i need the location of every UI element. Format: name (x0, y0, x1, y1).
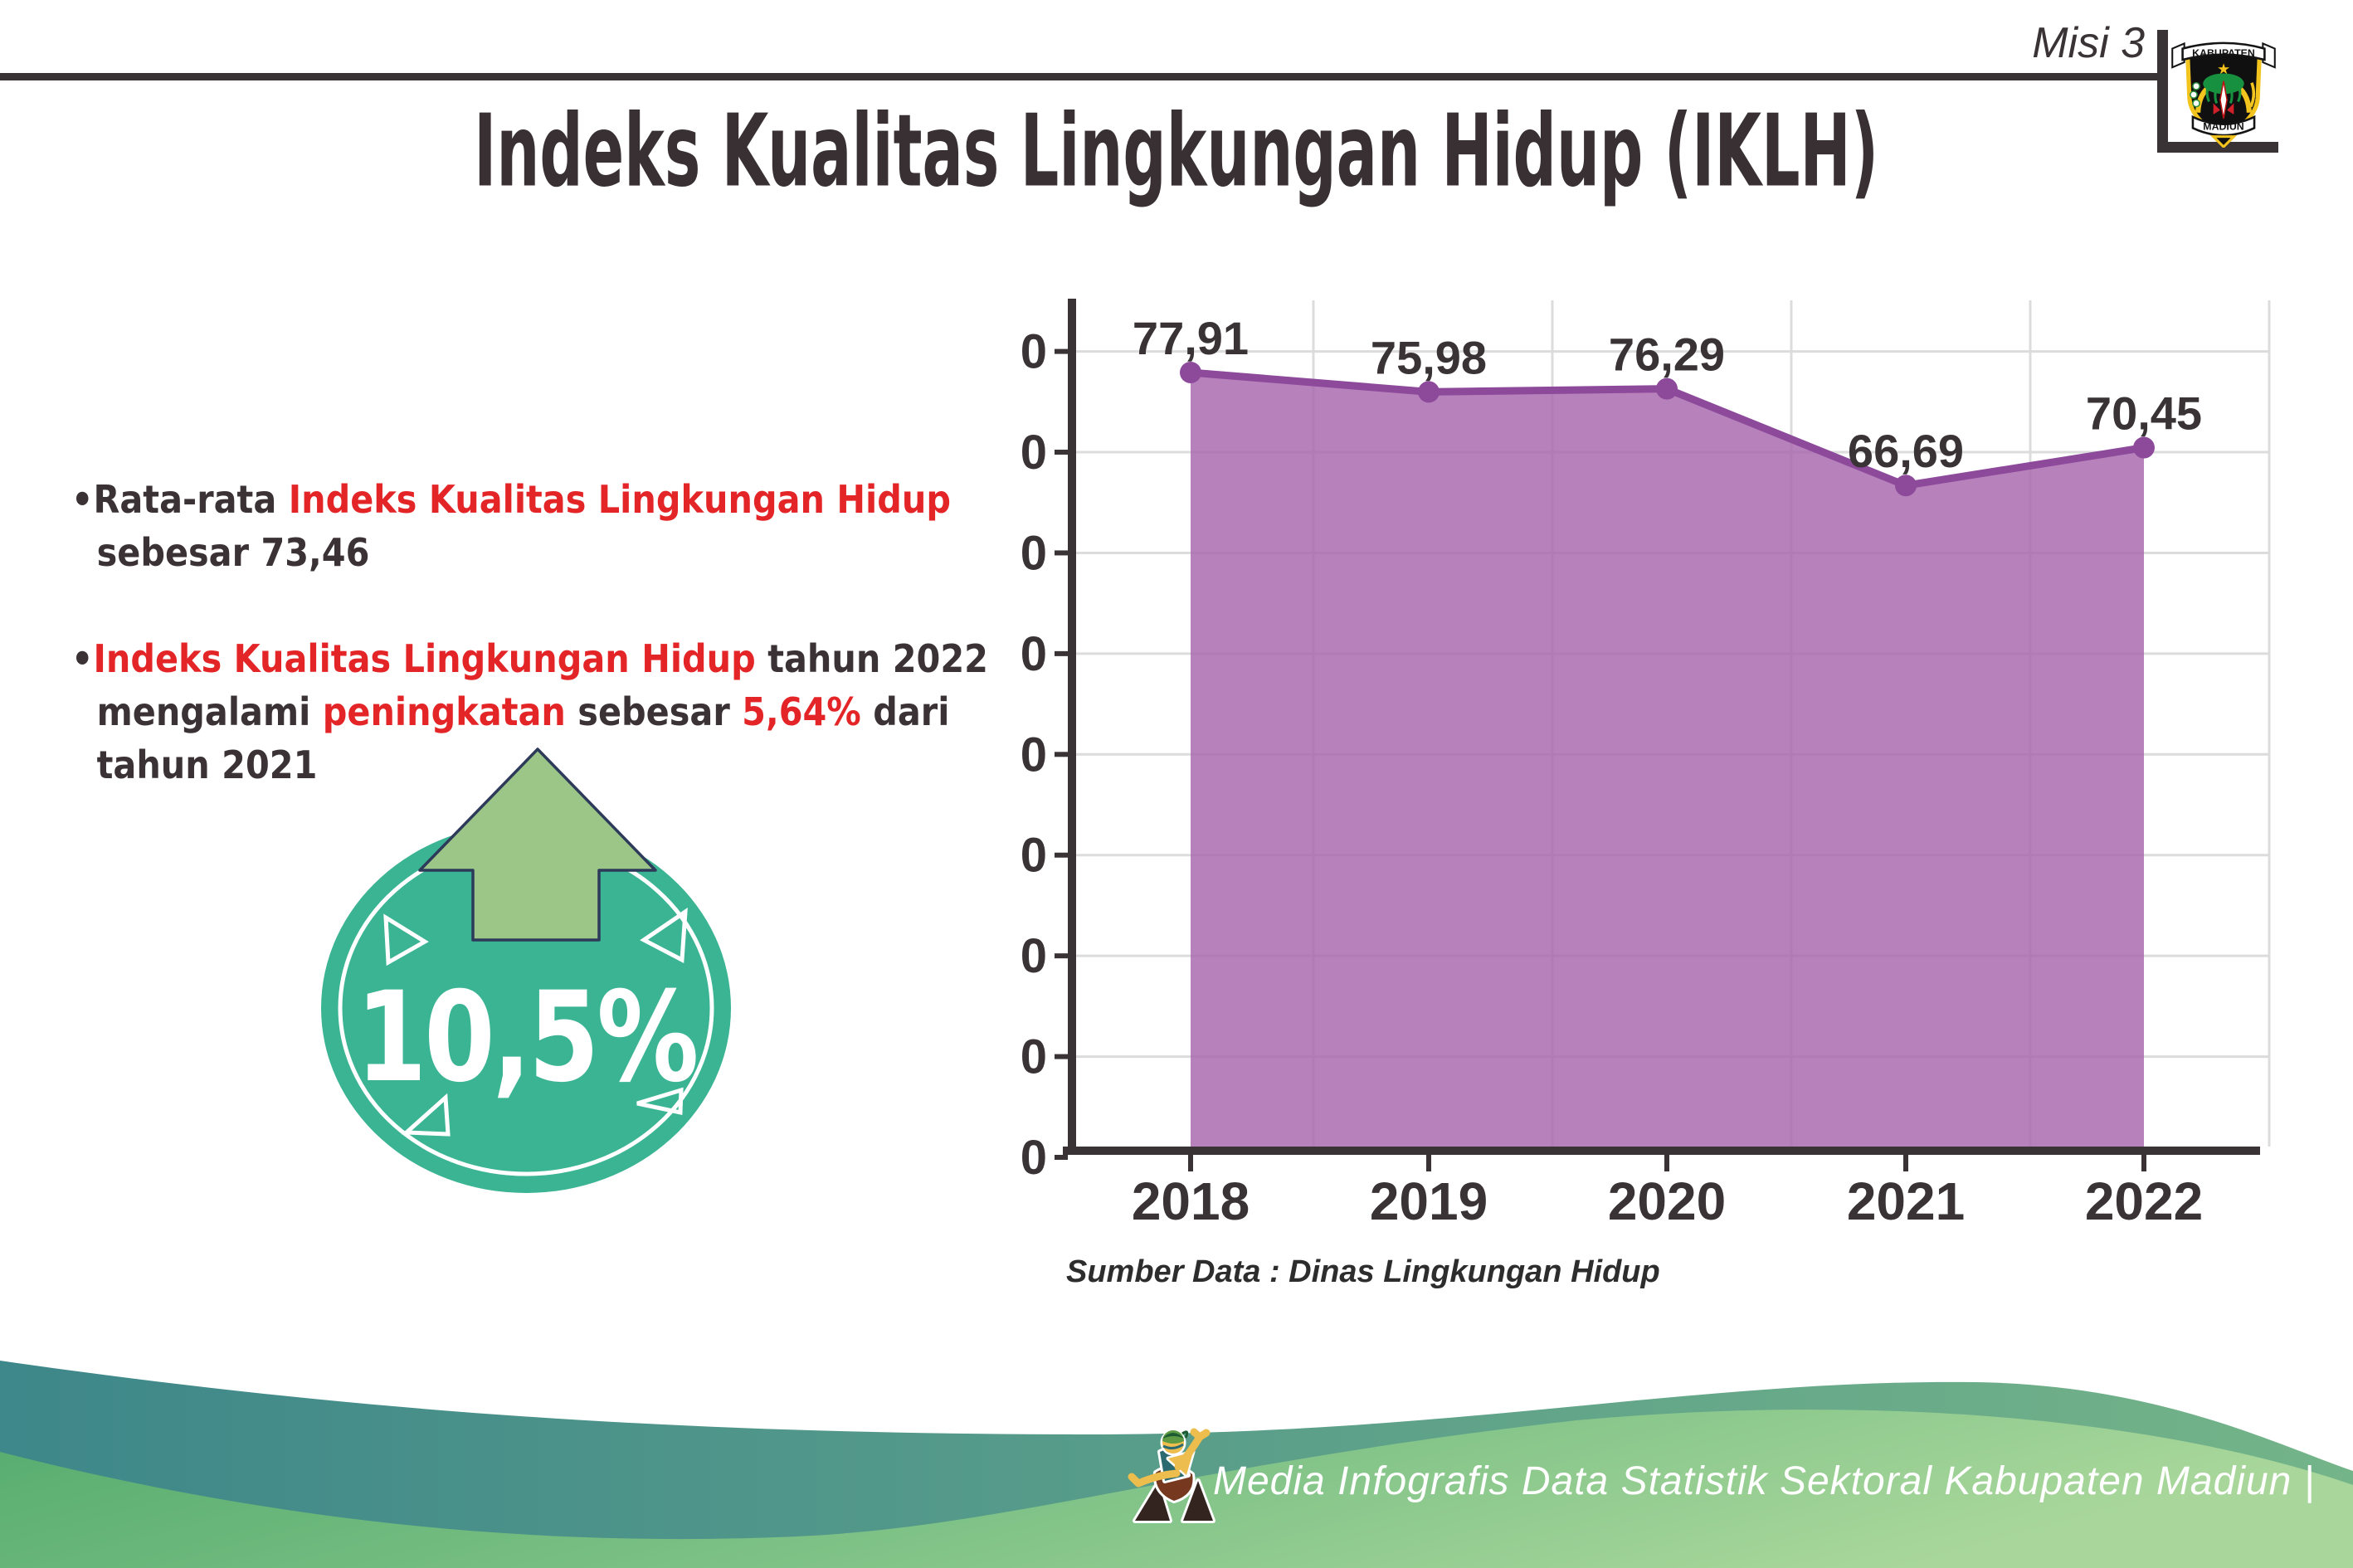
svg-text:75,98: 75,98 (1371, 331, 1487, 383)
svg-text:2019: 2019 (1370, 1171, 1488, 1231)
footer-wave (0, 1361, 2353, 1568)
svg-text:40: 40 (1021, 728, 1047, 782)
svg-text:2022: 2022 (2085, 1171, 2203, 1231)
svg-text:2021: 2021 (1847, 1171, 1965, 1231)
spark-triangle-icon (636, 1087, 684, 1116)
svg-text:66,69: 66,69 (1848, 425, 1964, 477)
svg-text:2018: 2018 (1132, 1171, 1250, 1231)
svg-text:77,91: 77,91 (1133, 312, 1249, 364)
svg-text:20: 20 (1021, 929, 1047, 983)
iklh-area-chart: 0 10 20 30 40 50 60 70 80 2018 2019 2020 2021 2022 77,… (1021, 299, 2271, 1289)
seal-star-icon: ★ (2218, 62, 2229, 76)
badge-circle (321, 823, 731, 1193)
kabupaten-madiun-seal-icon: KABUPATEN ★ MADIUN (2171, 41, 2276, 148)
spark-triangle-icon (383, 913, 429, 967)
badge-value: 10,5% (356, 966, 696, 1110)
svg-text:Sumber Data : Dinas Lingkungan: Sumber Data : Dinas Lingkungan Hidup (1066, 1254, 1660, 1289)
header-rule (0, 73, 2159, 80)
dancer-mascot-icon (1128, 1428, 1215, 1523)
seal-bottom-banner: MADIUN (2203, 120, 2243, 132)
growth-badge: 10,5% (321, 747, 731, 1193)
svg-text:70: 70 (1021, 426, 1047, 480)
svg-text:76,29: 76,29 (1609, 329, 1725, 381)
corner-bracket-vertical (2157, 30, 2168, 153)
up-arrow-icon (418, 747, 657, 942)
bullet-item-increase: •Indeks Kualitas Lingkungan Hidup tahun … (71, 636, 988, 787)
seal-top-banner: KABUPATEN (2192, 47, 2255, 59)
spark-triangle-icon (640, 908, 688, 963)
misi-label: Misi 3 (2032, 19, 2145, 67)
svg-text:0: 0 (1021, 1131, 1047, 1185)
footer-caption: Media Infografis Data Statistik Sektoral… (1213, 1459, 2316, 1503)
svg-text:50: 50 (1021, 627, 1047, 681)
svg-text:10: 10 (1021, 1030, 1047, 1084)
corner-bracket-horizontal (2157, 142, 2278, 153)
spark-triangle-icon (401, 1093, 451, 1137)
svg-text:60: 60 (1021, 526, 1047, 580)
svg-text:2020: 2020 (1608, 1171, 1726, 1231)
svg-text:70,45: 70,45 (2086, 387, 2202, 440)
title-row: Indeks Kualitas Lingkungan Hidup (IKLH) (0, 93, 2353, 209)
key-findings: •Rata-rata Indeks Kualitas Lingkungan Hi… (71, 473, 1057, 845)
seal-keris (2219, 80, 2228, 119)
page-title: Indeks Kualitas Lingkungan Hidup (IKLH) (474, 93, 1879, 210)
svg-text:30: 30 (1021, 829, 1047, 883)
svg-text:80: 80 (1021, 325, 1047, 379)
bullet-item-average: •Rata-rata Indeks Kualitas Lingkungan Hi… (71, 477, 952, 575)
